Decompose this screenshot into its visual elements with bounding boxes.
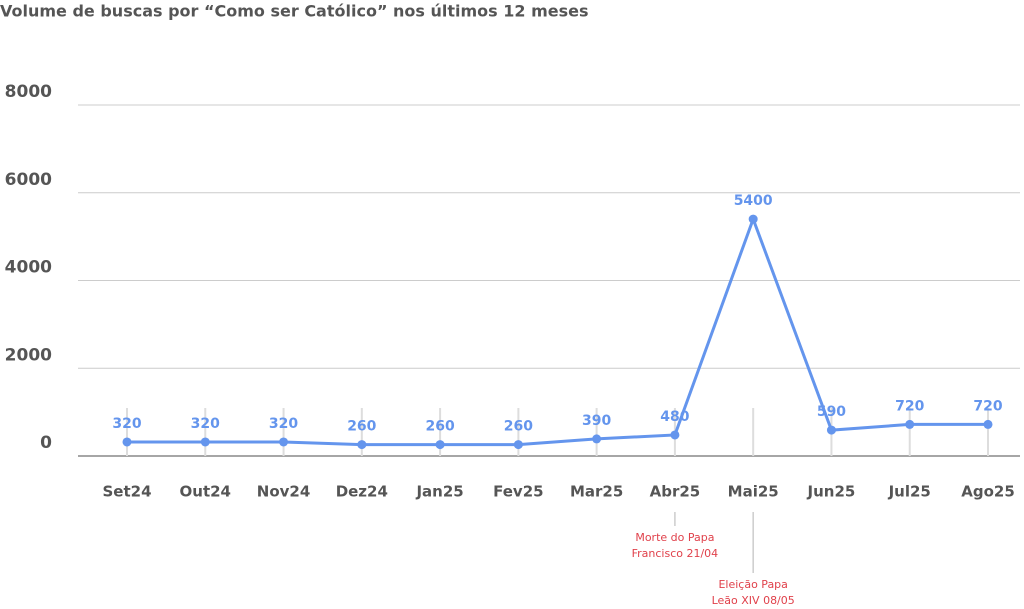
- data-label: 390: [582, 413, 611, 429]
- y-tick-label: 6000: [5, 170, 52, 190]
- annotation: Leão XIV 08/05: [712, 594, 795, 605]
- x-tick-label: Nov24: [257, 483, 311, 501]
- data-label: 480: [660, 409, 689, 425]
- data-label: 720: [895, 398, 924, 414]
- x-tick-label: Abr25: [650, 483, 701, 501]
- point: [122, 437, 132, 447]
- data-label: 260: [347, 419, 376, 435]
- point: [200, 437, 210, 447]
- point: [983, 419, 993, 429]
- y-tick-label: 0: [40, 433, 52, 453]
- x-tick-label: Jul25: [888, 483, 931, 501]
- annotation: Eleição Papa: [718, 578, 787, 591]
- x-tick-label: Ago25: [961, 483, 1015, 501]
- x-tick-label: Dez24: [336, 483, 388, 501]
- data-label: 720: [973, 398, 1002, 414]
- point: [905, 419, 915, 429]
- data-label: 320: [112, 416, 141, 432]
- data-label: 260: [425, 419, 454, 435]
- point: [592, 434, 602, 444]
- x-tick-label: Fev25: [493, 483, 543, 501]
- x-tick-label: Jan25: [415, 483, 463, 501]
- point: [357, 440, 367, 450]
- line: [127, 214, 988, 447]
- y-tick-label: 2000: [5, 345, 52, 365]
- x-tick-label: Mai25: [728, 483, 779, 501]
- point: [435, 440, 445, 450]
- annotation: Francisco 21/04: [632, 547, 719, 560]
- data-label: 260: [504, 419, 533, 435]
- x-tick-label: Out24: [180, 483, 231, 501]
- point: [513, 440, 523, 450]
- chart-title: Volume de buscas por “Como ser Católico”…: [0, 2, 589, 21]
- annotation: Morte do Papa: [635, 531, 714, 544]
- point: [748, 214, 758, 224]
- data-label: 590: [817, 404, 846, 420]
- x-tick-label: Set24: [102, 483, 151, 501]
- x-tick-label: Jun25: [807, 483, 856, 501]
- data-label: 5400: [734, 193, 773, 209]
- data-label: 320: [269, 416, 298, 432]
- x-tick-label: Mar25: [570, 483, 623, 501]
- data-label: 320: [191, 416, 220, 432]
- point: [826, 425, 836, 435]
- point: [670, 430, 680, 440]
- y-tick-label: 8000: [5, 82, 52, 102]
- y-tick-label: 4000: [5, 258, 52, 278]
- point: [279, 437, 289, 447]
